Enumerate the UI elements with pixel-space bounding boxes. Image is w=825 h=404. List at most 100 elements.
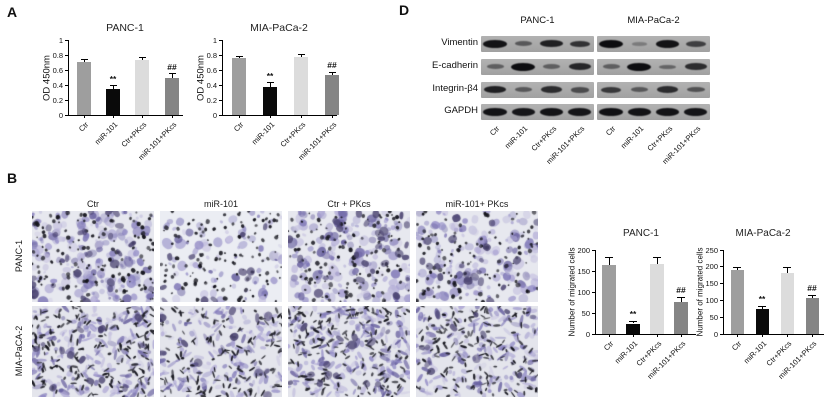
error-bar-line [112,85,114,89]
significance-label: ## [167,61,177,72]
blot-band [511,62,536,71]
error-bar-line [331,72,333,75]
y-tick [65,69,69,71]
x-tick [141,115,143,118]
row-label-mia-paca2: MIA-PaCA-2 [14,325,24,377]
blot-band [601,86,622,93]
y-tick-label: 200 [705,262,718,272]
error-bar-cap [653,256,661,258]
blot-band [632,41,647,46]
y-tick [720,249,724,251]
column-header-ctr-pkcs: Ctr + PKcs [327,199,371,209]
y-tick-label: 200 [577,245,590,255]
blot-band [686,87,705,93]
error-bar-cap [629,320,637,322]
blot-strip [481,59,594,75]
error-bar-cap [168,73,176,75]
x-tick-label: Ctr+PKcs [119,120,149,149]
y-tick-label: 0.4 [52,80,63,90]
error-bar-line [632,321,634,324]
bar [263,87,277,115]
protein-label-gapdh: GAPDH [444,105,478,116]
bar [325,74,339,115]
error-bar-line [83,59,85,62]
y-tick [720,316,724,318]
blot-band [514,87,533,93]
blot-band [655,39,680,48]
bar [626,323,640,334]
blot-strip [597,104,710,120]
bar [294,56,308,115]
blot-lanes-mia-paca2: Ctr miR-101 Ctr+PKcs miR-101+PKcs [597,36,710,166]
y-tick [219,54,223,56]
panel-label-d: D [399,2,410,18]
y-tick-label: 0.8 [52,50,63,60]
blot-band [483,39,507,48]
y-tick [65,99,69,101]
chart-title: MIA-PaCa-2 [735,228,791,239]
micrograph-mia-mir101-pkcs [416,306,538,397]
bar-chart-migration-mia-paca2: MIA-PaCa-2 Number of migrated cells 0 50 100… [688,222,825,404]
y-tick [65,84,69,86]
y-tick-label: 0 [58,110,63,120]
column-header-mir101-pkcs: miR-101+ PKcs [445,199,509,209]
y-tick-label: 0.6 [206,65,217,75]
x-tick [608,334,610,337]
error-bar-line [736,267,738,271]
y-tick [219,84,223,86]
blot-band [539,107,564,116]
chart-title: PANC-1 [623,228,659,239]
bar [755,308,769,334]
plot-area: 0 0.2 0.4 0.6 0.8 1 Ctr ** miR-101 Ctr+PKcs ## miR-… [207,36,339,162]
x-tick [269,115,271,118]
y-tick [592,291,596,293]
error-bar-line [761,306,763,309]
micrograph-mia-mir101 [160,306,282,397]
blot-band [599,39,624,48]
blot-band [659,64,676,69]
bar [165,77,179,115]
y-tick-label: 150 [705,279,718,289]
y-tick-label: 150 [577,266,590,276]
y-tick [65,39,69,41]
blot-band [627,62,652,71]
y-tick-label: 0.6 [52,65,63,75]
micrograph-panc1-ctr [32,211,154,302]
error-bar-cap [328,71,336,73]
y-tick [720,333,724,335]
y-tick-label: 100 [705,295,718,305]
micrograph-mia-ctr-pkcs [288,306,410,397]
error-bar-line [238,56,240,58]
bar [780,272,794,334]
x-tick [171,115,173,118]
y-tick [720,299,724,301]
blot-strip [597,59,710,75]
bar [77,61,91,115]
plot-area: 0 0.2 0.4 0.6 0.8 1 Ctr ** miR-101 Ctr+PKcs ## miR-… [53,36,183,162]
y-tick-label: 0.8 [206,50,217,60]
error-bar-line [269,82,271,88]
x-tick [238,115,240,118]
error-bar-line [811,295,813,298]
error-bar-line [656,257,658,264]
error-bar-cap [808,294,816,296]
y-tick-label: 0.4 [206,80,217,90]
panel-label-b: B [7,170,18,186]
blot-band [627,107,652,116]
error-bar-line [171,73,173,78]
x-tick [811,334,813,337]
blot-band [486,64,504,70]
y-tick-label: 50 [581,308,590,318]
x-tick [761,334,763,337]
y-tick-label: 1 [58,35,63,45]
error-bar-cap [677,296,685,298]
row-label-panc1: PANC-1 [14,239,24,273]
micrograph-panc1-mir101-pkcs [416,211,538,302]
bar [805,297,819,334]
x-tick [112,115,114,118]
significance-label: ** [109,73,117,84]
x-tick-label: Ctr [76,120,91,134]
x-tick [331,115,333,118]
blot-strip [597,82,710,98]
